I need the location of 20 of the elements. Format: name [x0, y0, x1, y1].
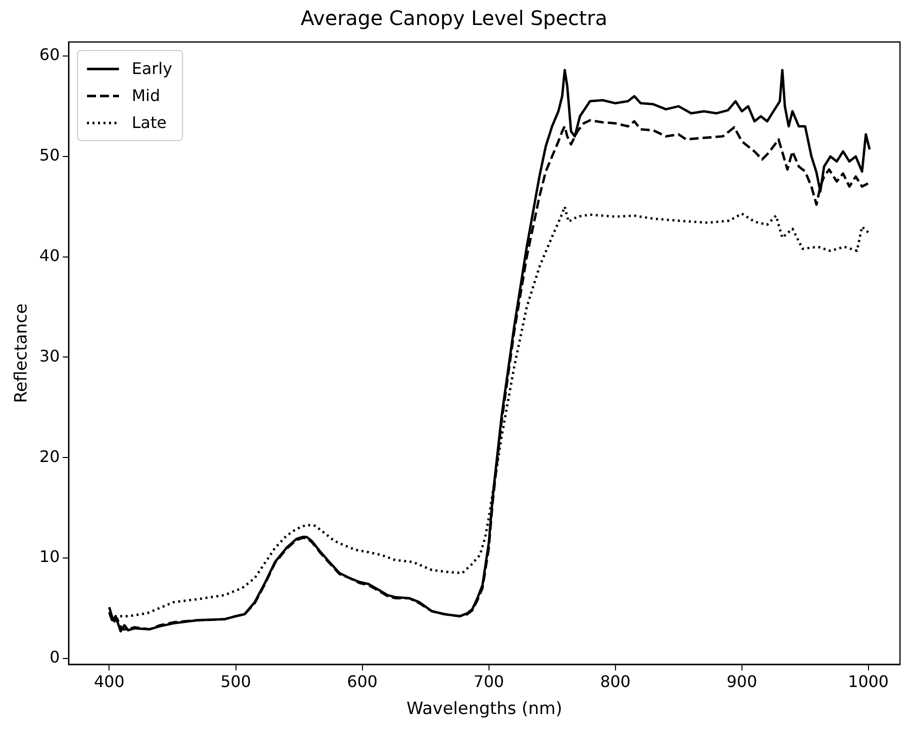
y-tick-label: 40: [39, 246, 60, 265]
y-tick-label: 10: [39, 547, 60, 566]
chart-title: Average Canopy Level Spectra: [300, 6, 608, 30]
y-axis-title: Reflectance: [12, 303, 32, 404]
y-tick-label: 50: [39, 146, 60, 165]
x-tick-label: 400: [94, 672, 125, 692]
y-tick-label: 0: [50, 648, 60, 667]
legend-label: Mid: [132, 86, 160, 105]
legend-label: Late: [132, 113, 167, 132]
x-tick-label: 600: [347, 672, 378, 692]
y-tick-label: 60: [39, 45, 60, 64]
x-tick-label: 1000: [848, 672, 889, 692]
legend-label: Early: [132, 59, 172, 78]
x-tick-label: 800: [600, 672, 631, 692]
x-tick-label: 700: [474, 672, 504, 692]
y-tick-label: 30: [39, 346, 60, 366]
x-axis-title: Wavelengths (nm): [406, 699, 562, 720]
x-tick-label: 900: [726, 672, 758, 692]
x-tick-label: 500: [220, 672, 252, 692]
y-tick-label: 20: [39, 446, 60, 466]
